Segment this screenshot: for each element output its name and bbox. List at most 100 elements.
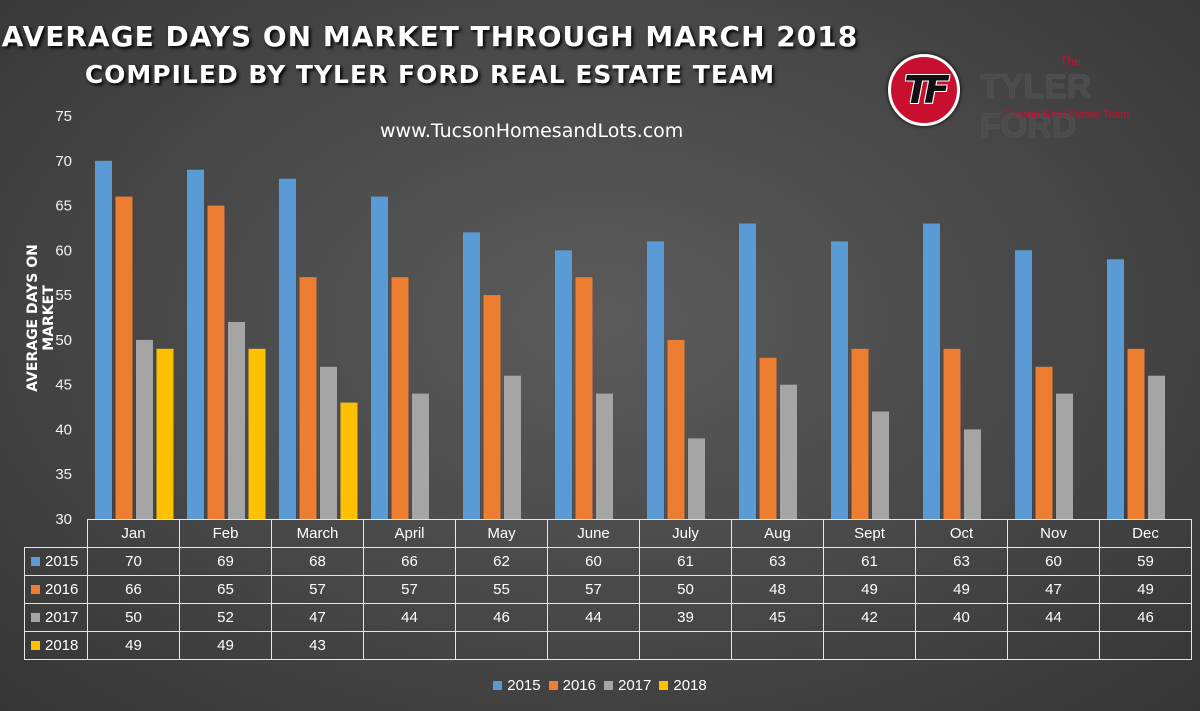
bar-2016-oct — [943, 348, 961, 519]
table-cell — [639, 631, 732, 660]
bar-2018-march — [340, 402, 358, 519]
table-cell: 46 — [1099, 603, 1192, 632]
website-url: www.TucsonHomesandLots.com — [380, 120, 684, 142]
table-header-row: Jan Feb March April May June July Aug Sept Oct Nov… — [25, 519, 1192, 548]
table-cell: 60 — [547, 547, 640, 576]
table-cell: 50 — [639, 575, 732, 604]
table-cell: 63 — [731, 547, 824, 576]
table-cell: 70 — [87, 547, 180, 576]
bar-2017-sept — [872, 411, 889, 519]
table-cell: 40 — [915, 603, 1008, 632]
bar-2017-jan — [136, 339, 153, 519]
bar-2016-dec — [1127, 348, 1145, 519]
table-cell: 42 — [823, 603, 916, 632]
x-tick-label: Jan — [87, 519, 180, 548]
table-cell — [547, 631, 640, 660]
bar-2017-dec — [1148, 375, 1165, 519]
table-cell: 49 — [179, 631, 272, 660]
table-cell: 59 — [1099, 547, 1192, 576]
table-cell: 66 — [87, 575, 180, 604]
table-cell — [1099, 631, 1192, 660]
legend-item: 2018 — [659, 677, 707, 694]
bar-2015-aug — [739, 223, 756, 519]
legend-swatch-icon — [604, 681, 613, 690]
table-cell: 39 — [639, 603, 732, 632]
series-swatch-icon — [31, 557, 40, 566]
table-cell: 62 — [455, 547, 548, 576]
chart-subtitle: COMPILED BY TYLER FORD REAL ESTATE TEAM — [84, 60, 776, 89]
y-tick-label: 55 — [55, 287, 72, 304]
chart-title: AVERAGE DAYS ON MARKET THROUGH MARCH 201… — [1, 20, 859, 53]
bar-2015-april — [371, 196, 388, 519]
x-tick-label: Feb — [179, 519, 272, 548]
table-cell: 52 — [179, 603, 272, 632]
legend: 2015 2016 2017 2018 — [0, 677, 1200, 694]
table-cell: 49 — [87, 631, 180, 660]
table-series-label: 2017 — [24, 603, 88, 632]
y-tick-label: 70 — [55, 153, 72, 170]
bar-2016-june — [575, 277, 593, 519]
bar-2016-may — [483, 295, 501, 519]
bar-2016-sept — [851, 348, 869, 519]
x-tick-label: Oct — [915, 519, 1008, 548]
table-cell: 68 — [271, 547, 364, 576]
legend-item: 2016 — [548, 677, 596, 694]
table-corner — [25, 520, 88, 548]
y-tick-label: 65 — [55, 198, 72, 215]
table-cell: 49 — [1099, 575, 1192, 604]
bar-2017-july — [688, 438, 705, 519]
bar-2015-march — [279, 178, 296, 519]
table-cell — [1007, 631, 1100, 660]
x-tick-label: July — [639, 519, 732, 548]
table-cell: 44 — [363, 603, 456, 632]
y-tick-label: 45 — [55, 377, 72, 394]
legend-item: 2015 — [493, 677, 541, 694]
table-cell: 44 — [547, 603, 640, 632]
table-row: 2018 49 49 43 — [24, 631, 1192, 660]
table-cell: 69 — [179, 547, 272, 576]
bar-2017-june — [596, 393, 613, 519]
bars-group — [95, 160, 1165, 520]
table-series-label: 2015 — [24, 547, 88, 576]
series-swatch-icon — [31, 613, 40, 622]
bar-2018-jan — [156, 348, 174, 519]
table-cell: 55 — [455, 575, 548, 604]
bar-2017-oct — [964, 429, 981, 519]
table-row: 2016 66 65 57 57 55 57 50 48 49 49 47 49 — [24, 575, 1192, 604]
x-tick-label: Sept — [823, 519, 916, 548]
bar-2015-sept — [831, 241, 848, 519]
bar-2016-march — [299, 277, 317, 519]
table-cell: 48 — [731, 575, 824, 604]
table-cell — [915, 631, 1008, 660]
table-cell — [731, 631, 824, 660]
x-tick-label: April — [363, 519, 456, 548]
x-tick-label: Aug — [731, 519, 824, 548]
x-tick-label: May — [455, 519, 548, 548]
tyler-ford-logo: TF The TYLER FORD Tucson Real Estate Tea… — [888, 52, 1178, 145]
table-cell — [363, 631, 456, 660]
x-tick-label: Nov — [1007, 519, 1100, 548]
bar-2016-aug — [759, 357, 777, 519]
table-cell: 44 — [1007, 603, 1100, 632]
table-row: 2015 70 69 68 66 62 60 61 63 61 63 60 59 — [24, 547, 1192, 576]
table-cell: 63 — [915, 547, 1008, 576]
bar-2017-feb — [228, 322, 245, 519]
y-tick-label: 30 — [55, 511, 72, 528]
bar-2015-jan — [95, 160, 112, 520]
bar-2015-july — [647, 241, 664, 519]
bar-2016-nov — [1035, 366, 1053, 519]
logo-name: TYLER FORD — [980, 68, 1092, 145]
table-cell — [455, 631, 548, 660]
bar-2017-april — [412, 393, 429, 519]
x-tick-label: March — [271, 519, 364, 548]
table-cell: 57 — [363, 575, 456, 604]
table-cell: 49 — [823, 575, 916, 604]
table-series-label: 2016 — [24, 575, 88, 604]
table-cell: 49 — [915, 575, 1008, 604]
bar-2016-feb — [207, 205, 225, 519]
bar-2015-dec — [1107, 259, 1124, 519]
series-swatch-icon — [31, 641, 40, 650]
bar-2018-feb — [248, 348, 266, 519]
logo-tagline: Tucson Real Estate Team — [1004, 109, 1130, 121]
bar-2016-jan — [115, 196, 133, 519]
